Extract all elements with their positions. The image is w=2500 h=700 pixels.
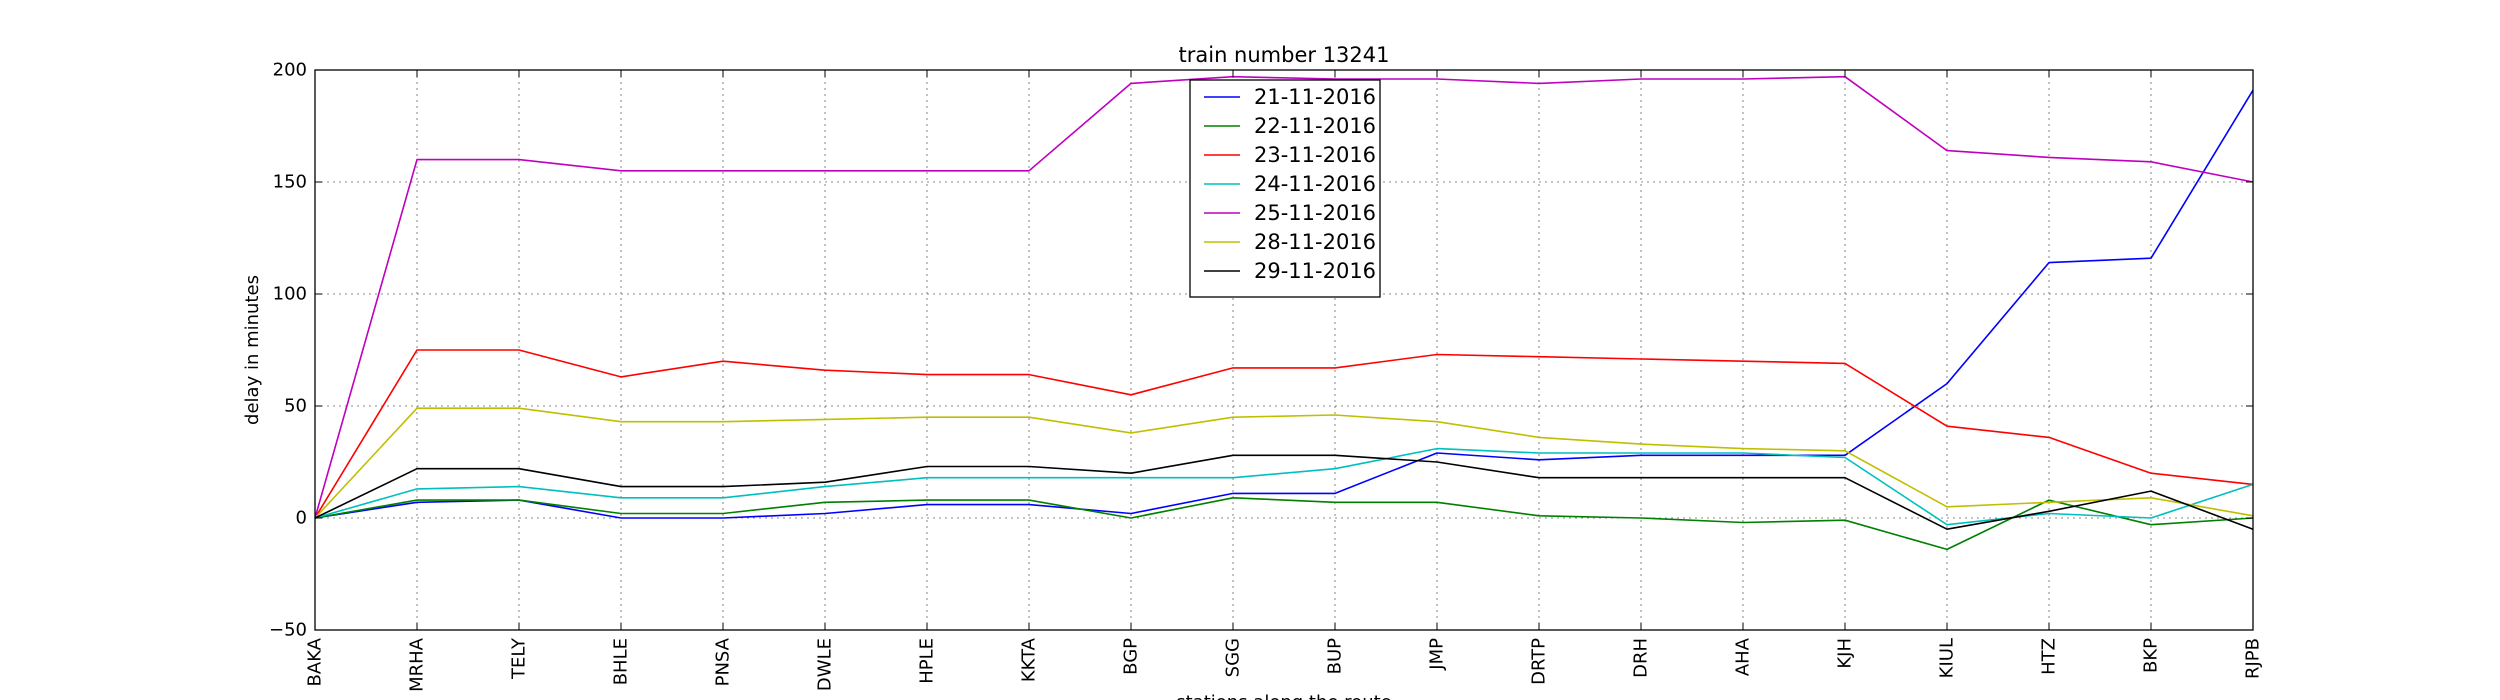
x-tick-label: BKP <box>2141 638 2162 673</box>
legend-label: 23-11-2016 <box>1254 143 1376 167</box>
legend-label: 29-11-2016 <box>1254 259 1376 283</box>
x-tick-label: BAKA <box>305 637 326 686</box>
x-tick-label: BGP <box>1121 638 1142 675</box>
x-tick-label: KKTA <box>1019 637 1040 682</box>
series-line <box>314 496 2254 551</box>
series-line <box>314 75 2254 519</box>
x-tick-label: HTZ <box>2039 638 2060 675</box>
x-tick-label: KIUL <box>1937 638 1958 678</box>
ticks: BAKA MRHA TELY BHLE PNSA DWLE HPLE KKTA BGP SGG BU… <box>269 60 2264 692</box>
y-tick-label: 100 <box>273 284 307 305</box>
x-tick-label: JMP <box>1427 638 1448 671</box>
plot-frame <box>314 69 2254 631</box>
x-tick-label: PNSA <box>713 637 734 686</box>
series-line <box>314 349 2254 519</box>
y-axis-label: delay in minutes <box>242 275 263 425</box>
x-tick-label: MRHA <box>407 637 428 692</box>
x-tick-label: RJPB <box>2243 638 2264 679</box>
x-tick-label: SGG <box>1223 638 1244 677</box>
x-tick-label: HPLE <box>917 638 938 684</box>
y-tick-label: 0 <box>296 508 307 529</box>
series-line <box>314 447 2254 526</box>
legend-box <box>1189 79 1381 298</box>
x-tick-label: KJH <box>1835 638 1856 669</box>
y-tick-label: 150 <box>273 172 307 193</box>
legend-label: 21-11-2016 <box>1254 85 1376 109</box>
series-line <box>314 89 2254 519</box>
legend-label: 24-11-2016 <box>1254 172 1376 196</box>
y-tick-label: 200 <box>273 60 307 81</box>
x-tick-label: TELY <box>509 637 530 680</box>
legend-label: 22-11-2016 <box>1254 114 1376 138</box>
x-axis-label: stations along the route <box>1176 692 1391 700</box>
series-line <box>314 407 2254 519</box>
chart-title: train number 13241 <box>1179 43 1390 67</box>
x-tick-label: DWLE <box>815 638 836 691</box>
x-tick-label: BHLE <box>611 638 632 685</box>
series-lines <box>314 75 2254 551</box>
legend-label: 28-11-2016 <box>1254 230 1376 254</box>
x-tick-label: AHA <box>1733 637 1754 676</box>
series-line <box>314 454 2254 531</box>
y-tick-label: 50 <box>284 396 307 417</box>
x-tick-label: DRH <box>1631 638 1652 678</box>
legend-label: 25-11-2016 <box>1254 201 1376 225</box>
legend: 21-11-2016 22-11-2016 23-11-2016 24-11-2016… <box>1189 79 1381 298</box>
y-tick-label: −50 <box>269 620 307 641</box>
x-tick-label: DRTP <box>1529 638 1550 685</box>
x-tick-label: BUP <box>1325 638 1346 675</box>
